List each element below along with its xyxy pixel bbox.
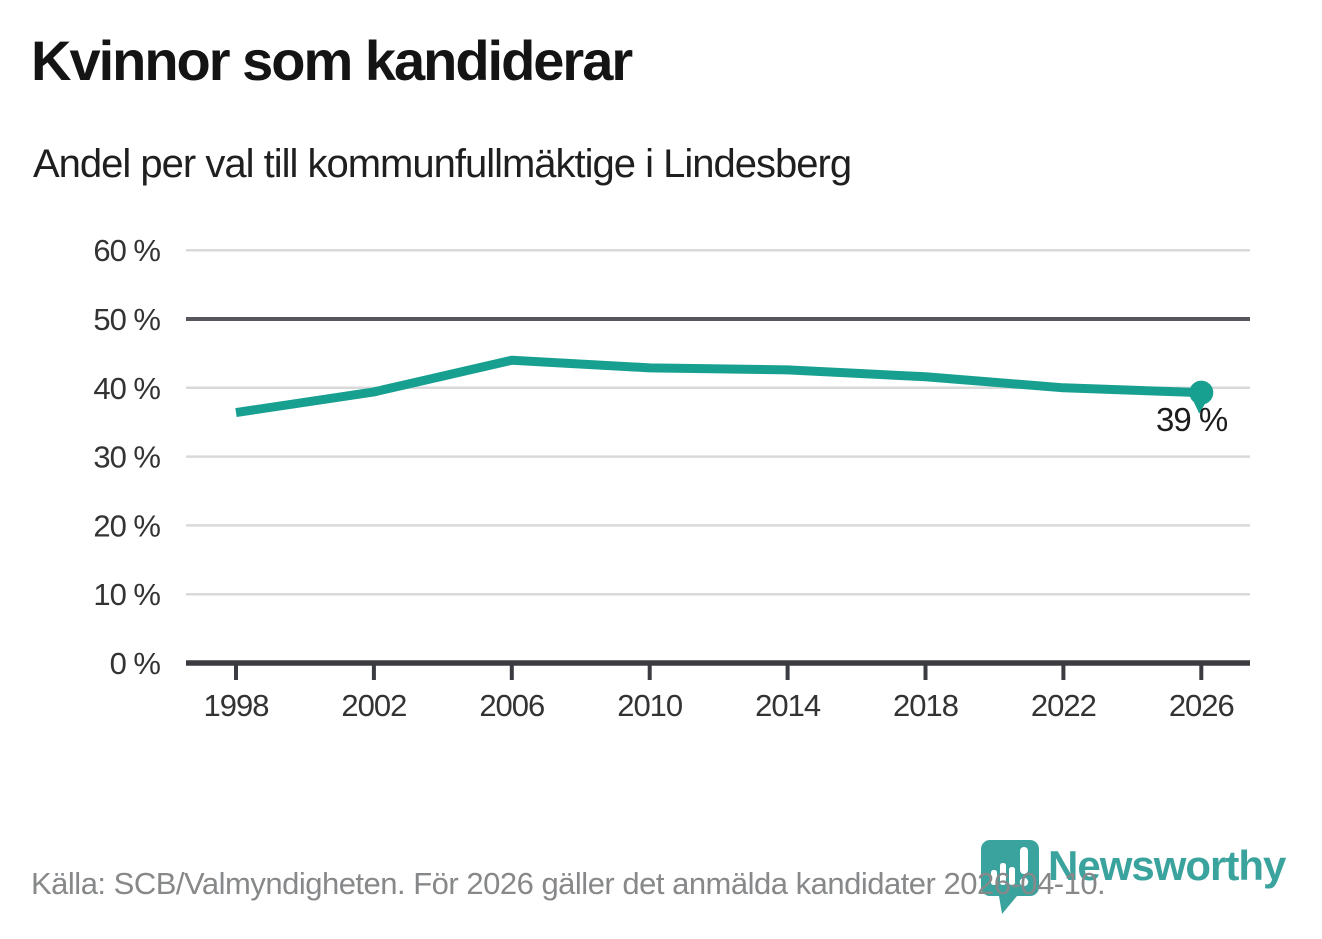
data-point-label: 39 % — [1156, 401, 1228, 438]
y-axis-tick-label: 40 % — [93, 371, 160, 406]
y-axis-tick-label: 20 % — [93, 508, 160, 543]
x-axis-tick-label: 2022 — [1031, 688, 1096, 723]
y-axis-tick-label: 10 % — [93, 577, 160, 612]
data-line — [235, 355, 1202, 418]
y-axis-tick-label: 30 % — [93, 440, 160, 475]
chart-subtitle: Andel per val till kommunfullmäktige i L… — [33, 142, 852, 186]
x-axis-tick-label: 2014 — [755, 688, 821, 723]
x-axis-tick-label: 2002 — [341, 688, 406, 723]
end-point-marker — [1189, 380, 1214, 405]
newsworthy-pin-chart-icon — [981, 840, 1039, 914]
y-axis-tick-label: 50 % — [93, 302, 160, 337]
chart-title: Kvinnor som kandiderar — [31, 29, 633, 92]
x-axis-tick-label: 2006 — [479, 688, 544, 723]
x-axis-tick-label: 2010 — [617, 688, 683, 723]
newsworthy-logo: Newsworthy — [980, 840, 1286, 914]
x-axis-tick-label: 2026 — [1169, 688, 1234, 723]
y-axis-tick-label: 60 % — [93, 233, 160, 268]
source-note: Källa: SCB/Valmyndigheten. För 2026 gäll… — [31, 866, 1106, 901]
y-axis-tick-label: 0 % — [110, 646, 161, 681]
x-axis-tick-label: 2018 — [893, 688, 958, 723]
newsworthy-wordmark: Newsworthy — [1048, 842, 1286, 889]
x-axis-tick-label: 1998 — [204, 688, 269, 723]
